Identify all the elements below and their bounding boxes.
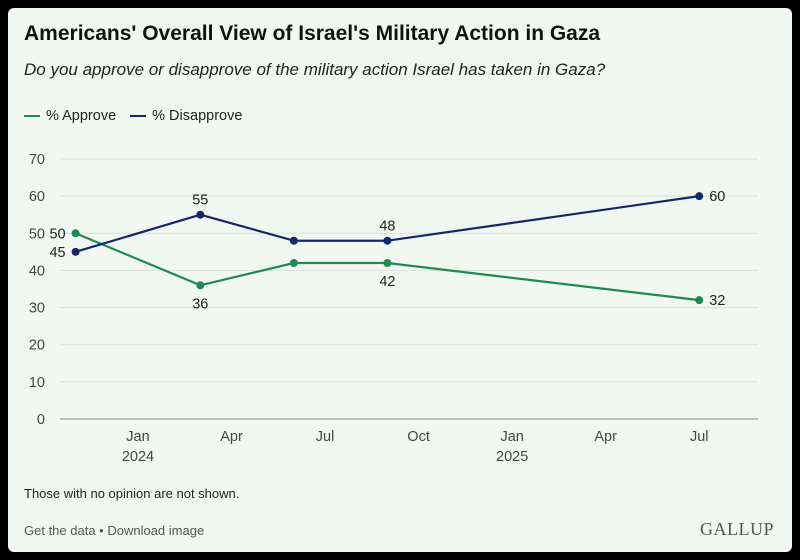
chart-title: Americans' Overall View of Israel's Mili… bbox=[24, 22, 601, 45]
y-tick-label: 10 bbox=[29, 375, 45, 391]
data-point-approve[interactable] bbox=[196, 281, 205, 290]
data-label-disapprove: 45 bbox=[49, 245, 65, 261]
data-label-disapprove: 55 bbox=[192, 193, 208, 209]
data-point-approve[interactable] bbox=[383, 259, 392, 267]
chart-card: Americans' Overall View of Israel's Mili… bbox=[8, 8, 792, 552]
footnote: Those with no opinion are not shown. bbox=[24, 486, 240, 501]
data-point-disapprove[interactable] bbox=[71, 247, 80, 256]
data-point-disapprove[interactable] bbox=[196, 210, 205, 219]
x-tick-year-label: 2025 bbox=[496, 449, 528, 465]
y-tick-label: 40 bbox=[29, 263, 45, 279]
data-point-disapprove[interactable] bbox=[695, 192, 704, 201]
y-tick-label: 70 bbox=[29, 152, 45, 168]
x-tick-label: Jul bbox=[690, 429, 709, 445]
link-separator: • bbox=[95, 523, 108, 538]
data-label-disapprove: 60 bbox=[709, 189, 725, 205]
legend: % Approve % Disapprove bbox=[24, 108, 242, 124]
legend-item-disapprove[interactable]: % Disapprove bbox=[130, 108, 242, 124]
data-label-approve: 50 bbox=[49, 226, 65, 242]
footer-links: Get the data • Download image bbox=[24, 523, 204, 538]
x-tick-label: Jan bbox=[126, 429, 149, 445]
y-tick-label: 0 bbox=[37, 412, 45, 428]
download-image-link[interactable]: Download image bbox=[107, 523, 205, 538]
data-point-disapprove[interactable] bbox=[289, 236, 298, 245]
y-tick-label: 30 bbox=[29, 301, 45, 317]
y-tick-label: 50 bbox=[29, 226, 45, 242]
x-tick-label: Apr bbox=[220, 429, 243, 445]
data-point-approve[interactable] bbox=[695, 296, 704, 305]
data-point-disapprove[interactable] bbox=[383, 236, 392, 245]
data-label-approve: 36 bbox=[192, 296, 208, 312]
x-tick-year-label: 2024 bbox=[122, 449, 154, 465]
legend-swatch-disapprove bbox=[130, 115, 147, 117]
chart-subtitle: Do you approve or disapprove of the mili… bbox=[24, 60, 606, 79]
y-tick-label: 60 bbox=[29, 189, 45, 205]
y-tick-label: 20 bbox=[29, 338, 45, 354]
x-tick-label: Jul bbox=[316, 429, 335, 445]
x-tick-label: Jan bbox=[500, 429, 523, 445]
data-label-approve: 42 bbox=[379, 274, 395, 290]
data-point-approve[interactable] bbox=[289, 259, 298, 267]
data-label-disapprove: 48 bbox=[379, 219, 395, 235]
data-point-approve[interactable] bbox=[71, 229, 80, 238]
get-data-link[interactable]: Get the data bbox=[24, 523, 96, 538]
legend-swatch-approve bbox=[24, 115, 40, 117]
line-chart: 0 10 20 30 40 50 60 70 Jan 2024 Apr Jul Oct Jan 2025 Ap… bbox=[29, 152, 758, 465]
legend-label-disapprove: % Disapprove bbox=[152, 108, 243, 124]
x-tick-label: Apr bbox=[594, 429, 617, 445]
data-label-approve: 32 bbox=[709, 293, 725, 309]
gallup-logo: GALLUP bbox=[700, 519, 774, 539]
legend-label-approve: % Approve bbox=[46, 108, 117, 124]
legend-item-approve[interactable]: % Approve bbox=[24, 108, 116, 124]
x-tick-label: Oct bbox=[407, 429, 430, 445]
